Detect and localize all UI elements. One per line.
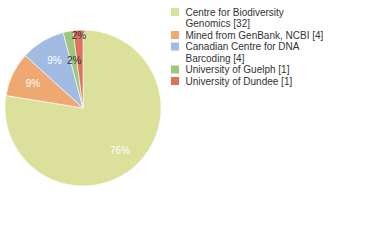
svg-text:Mined from GenBank, NCBI [4]: Mined from GenBank, NCBI [4]	[186, 30, 324, 41]
svg-text:Canadian Centre for DNA: Canadian Centre for DNA	[186, 41, 300, 52]
svg-text:2%: 2%	[72, 30, 87, 41]
svg-text:Centre for Biodiversity: Centre for Biodiversity	[186, 7, 284, 18]
svg-text:76%: 76%	[110, 145, 130, 156]
svg-text:9%: 9%	[26, 78, 41, 89]
svg-text:Genomics [32]: Genomics [32]	[186, 18, 251, 29]
svg-text:9%: 9%	[47, 55, 62, 66]
svg-text:Barcoding [4]: Barcoding [4]	[186, 53, 245, 64]
svg-text:2%: 2%	[67, 55, 82, 66]
svg-text:University of Guelph [1]: University of Guelph [1]	[186, 64, 290, 75]
svg-text:University of Dundee [1]: University of Dundee [1]	[186, 76, 293, 87]
